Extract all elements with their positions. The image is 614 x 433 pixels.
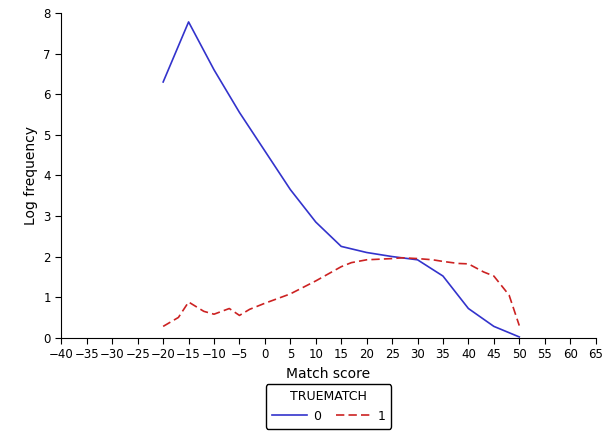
Y-axis label: Log frequency: Log frequency bbox=[24, 126, 38, 225]
Legend: 0, 1: 0, 1 bbox=[265, 384, 392, 429]
X-axis label: Match score: Match score bbox=[286, 367, 371, 381]
